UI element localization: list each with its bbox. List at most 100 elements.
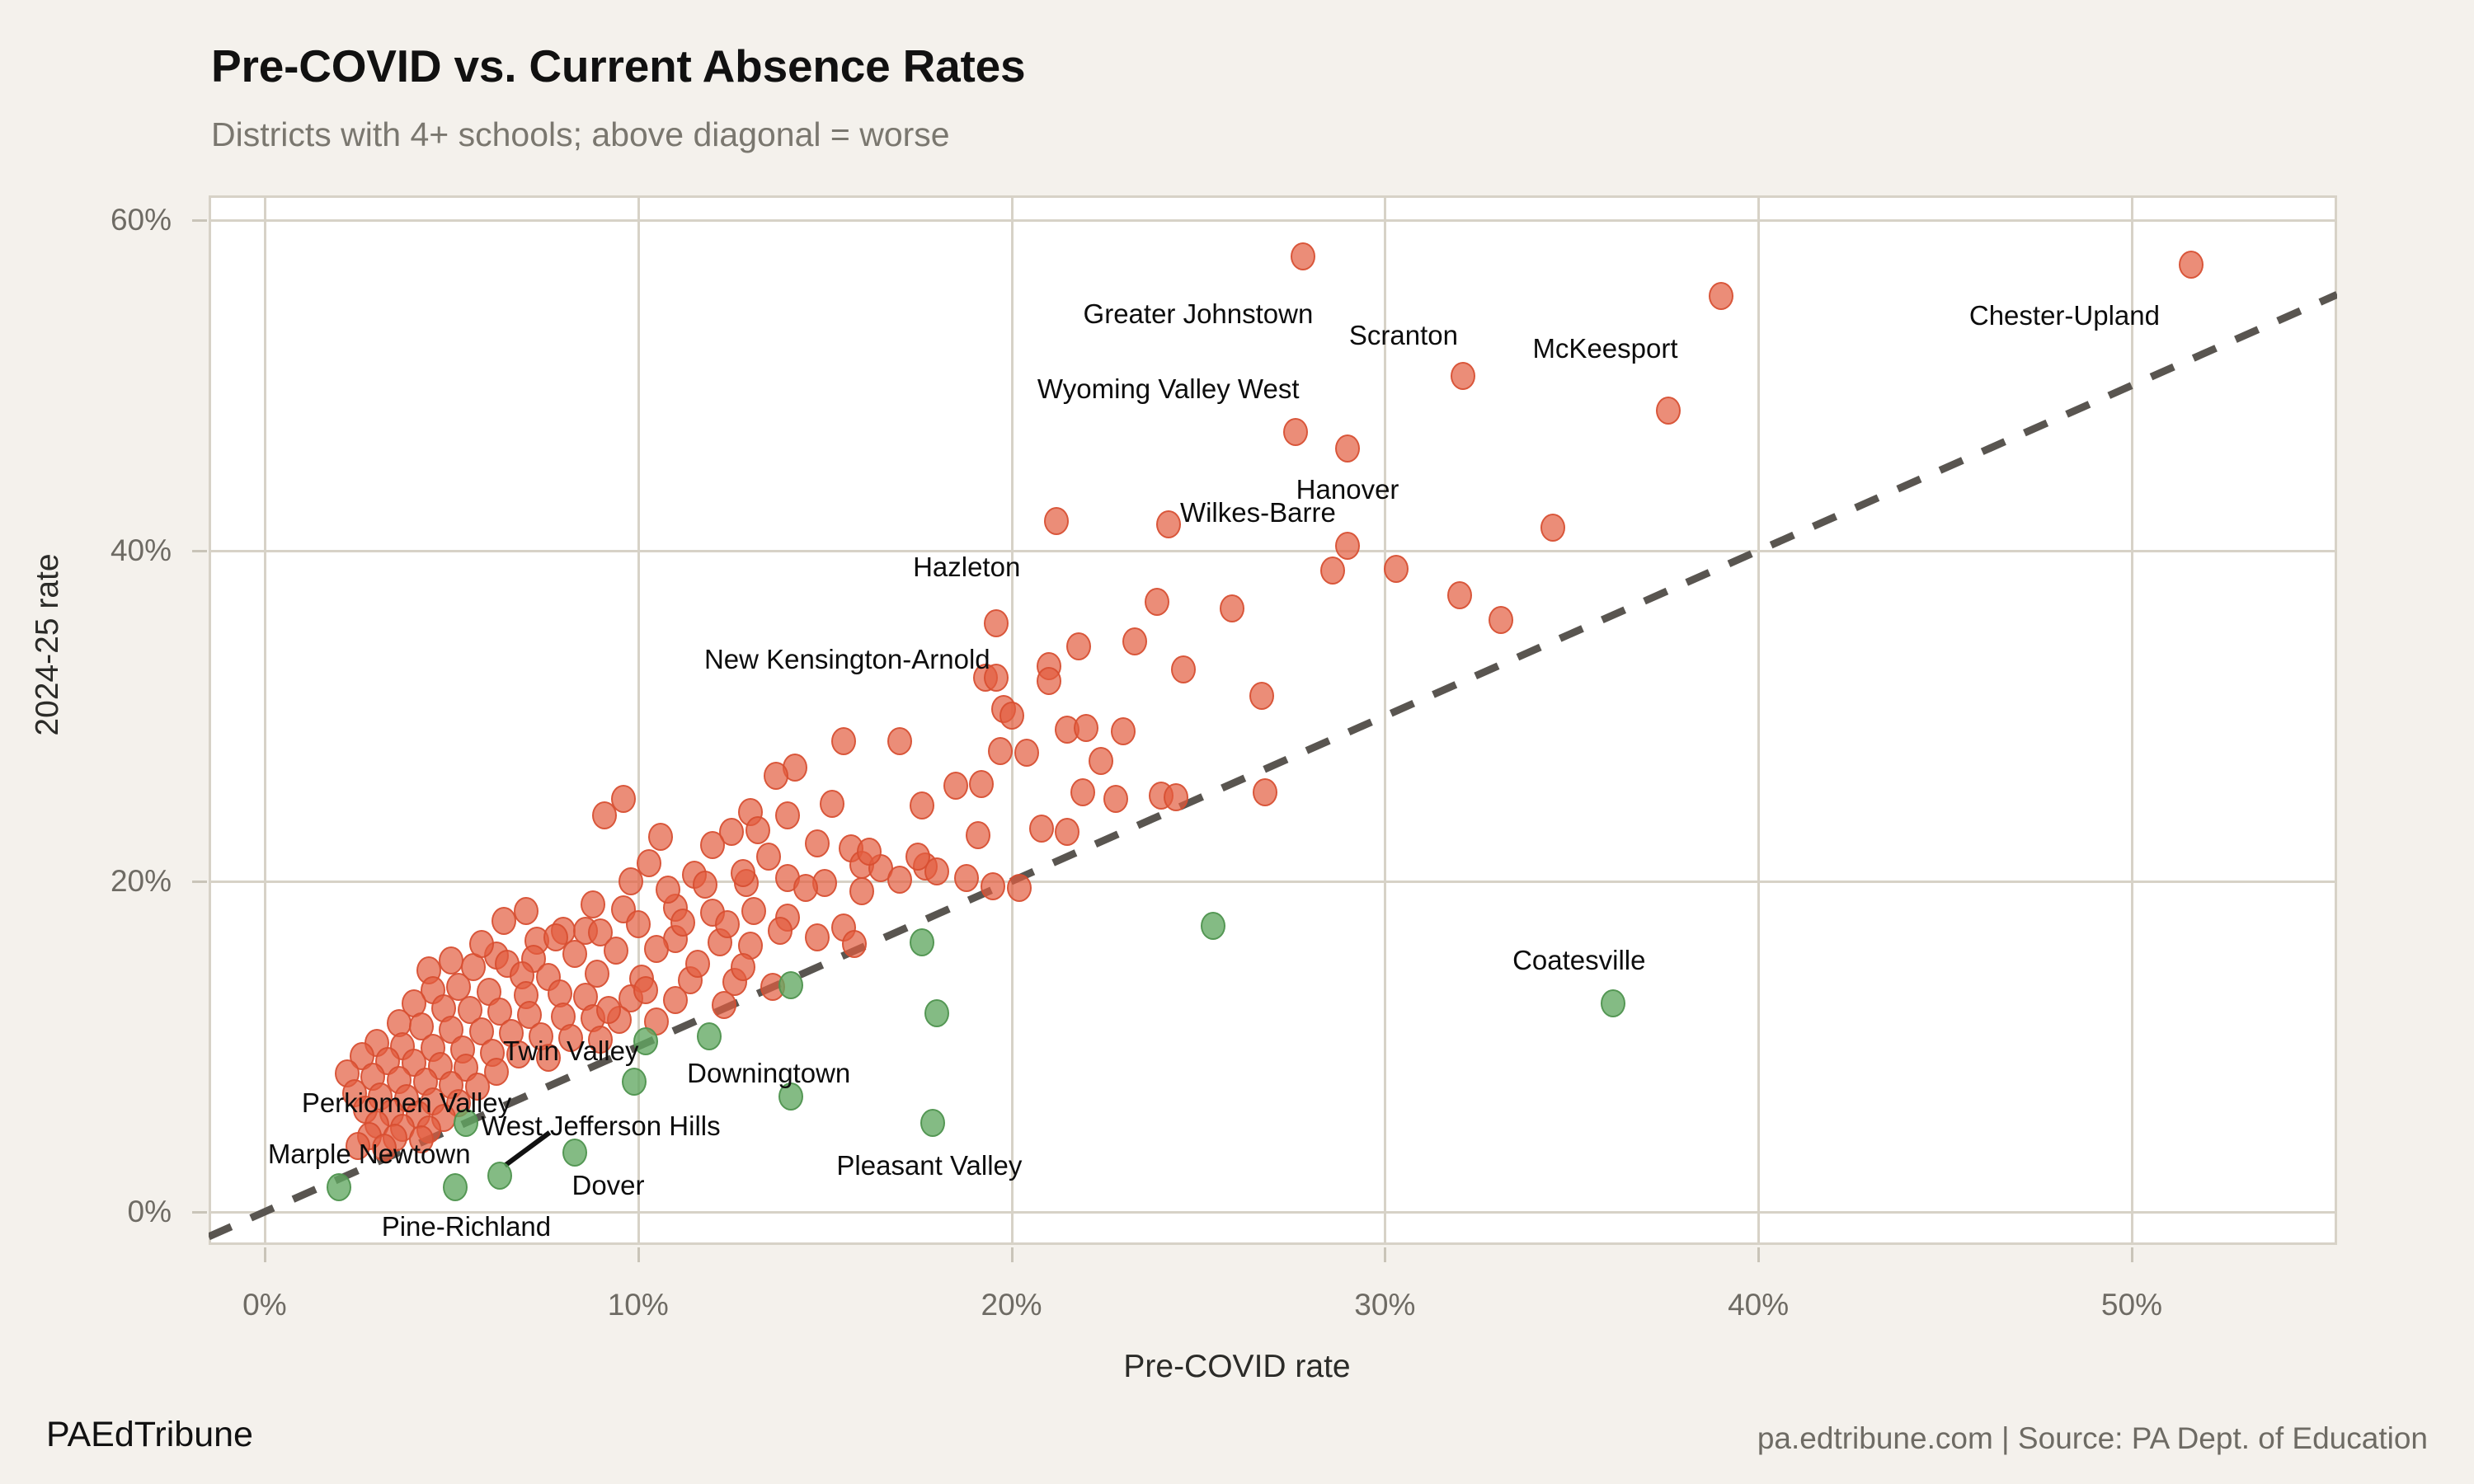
scatter-point-worse[interactable]: [987, 736, 1013, 765]
scatter-point-worse[interactable]: [588, 1026, 614, 1054]
scatter-point-worse[interactable]: [371, 1133, 397, 1162]
scatter-point-worse[interactable]: [1145, 588, 1170, 617]
scatter-point-worse[interactable]: [980, 871, 1005, 900]
scatter-point-worse[interactable]: [969, 769, 995, 798]
scatter-point-worse[interactable]: [805, 829, 830, 857]
scatter-point-better[interactable]: [778, 1082, 804, 1111]
scatter-point-worse[interactable]: [700, 830, 726, 859]
scatter-point-worse[interactable]: [346, 1131, 371, 1160]
scatter-point-worse[interactable]: [849, 876, 875, 905]
scatter-point-worse[interactable]: [954, 863, 980, 892]
scatter-point-worse[interactable]: [595, 996, 621, 1025]
scatter-point-worse[interactable]: [513, 897, 539, 926]
scatter-point-worse[interactable]: [767, 917, 793, 946]
scatter-point-worse[interactable]: [491, 907, 516, 936]
scatter-point-worse[interactable]: [984, 609, 1009, 638]
scatter-point-worse[interactable]: [1103, 784, 1129, 813]
scatter-point-worse[interactable]: [637, 848, 662, 877]
scatter-point-better[interactable]: [920, 1108, 946, 1137]
scatter-point-worse[interactable]: [905, 842, 931, 871]
scatter-point-better[interactable]: [778, 971, 804, 1000]
scatter-point-worse[interactable]: [1451, 361, 1476, 390]
scatter-point-worse[interactable]: [793, 873, 819, 902]
scatter-point-worse[interactable]: [1043, 506, 1069, 535]
scatter-point-worse[interactable]: [2179, 251, 2204, 279]
scatter-point-worse[interactable]: [887, 726, 912, 755]
scatter-point-worse[interactable]: [715, 910, 741, 939]
scatter-point-worse[interactable]: [536, 1044, 562, 1073]
scatter-point-worse[interactable]: [1446, 581, 1472, 610]
scatter-point-worse[interactable]: [1708, 282, 1733, 311]
scatter-point-worse[interactable]: [1036, 667, 1061, 696]
scatter-point-worse[interactable]: [685, 950, 711, 979]
scatter-point-worse[interactable]: [745, 815, 770, 844]
scatter-point-better[interactable]: [562, 1138, 587, 1167]
scatter-point-better[interactable]: [633, 1027, 658, 1056]
scatter-point-worse[interactable]: [439, 946, 464, 975]
scatter-point-worse[interactable]: [1335, 532, 1361, 560]
scatter-point-worse[interactable]: [1249, 682, 1274, 711]
scatter-point-better[interactable]: [909, 928, 934, 957]
scatter-point-worse[interactable]: [693, 870, 718, 899]
scatter-point-worse[interactable]: [1066, 632, 1092, 661]
scatter-point-worse[interactable]: [506, 1040, 531, 1069]
scatter-point-worse[interactable]: [887, 865, 912, 894]
scatter-point-worse[interactable]: [647, 822, 673, 851]
scatter-point-better[interactable]: [622, 1067, 647, 1096]
scatter-point-worse[interactable]: [1383, 555, 1409, 584]
scatter-point-worse[interactable]: [1006, 873, 1032, 902]
scatter-point-worse[interactable]: [1074, 713, 1099, 742]
scatter-point-worse[interactable]: [1253, 777, 1278, 806]
scatter-point-worse[interactable]: [711, 991, 736, 1020]
scatter-point-better[interactable]: [1600, 989, 1625, 1018]
scatter-point-worse[interactable]: [830, 726, 856, 755]
scatter-point-worse[interactable]: [1055, 817, 1080, 846]
scatter-point-worse[interactable]: [1028, 814, 1054, 843]
scatter-point-worse[interactable]: [774, 801, 800, 829]
scatter-point-worse[interactable]: [633, 976, 658, 1005]
scatter-point-worse[interactable]: [584, 960, 609, 989]
scatter-point-worse[interactable]: [663, 986, 688, 1015]
scatter-point-worse[interactable]: [842, 930, 868, 959]
scatter-point-better[interactable]: [442, 1172, 468, 1201]
scatter-point-worse[interactable]: [409, 1125, 435, 1153]
scatter-point-worse[interactable]: [730, 858, 755, 887]
scatter-point-worse[interactable]: [1111, 716, 1136, 745]
scatter-point-worse[interactable]: [1335, 434, 1361, 463]
scatter-point-worse[interactable]: [1122, 627, 1147, 656]
scatter-point-worse[interactable]: [1014, 738, 1039, 767]
scatter-point-worse[interactable]: [1319, 556, 1345, 585]
scatter-point-worse[interactable]: [644, 935, 670, 964]
scatter-point-worse[interactable]: [999, 702, 1024, 730]
scatter-point-worse[interactable]: [730, 953, 755, 982]
scatter-point-worse[interactable]: [857, 837, 882, 866]
scatter-point-better[interactable]: [696, 1022, 722, 1051]
scatter-point-worse[interactable]: [756, 842, 782, 871]
scatter-point-better[interactable]: [327, 1172, 352, 1201]
scatter-point-worse[interactable]: [909, 791, 934, 819]
scatter-point-worse[interactable]: [581, 890, 606, 919]
scatter-point-better[interactable]: [924, 999, 949, 1028]
scatter-point-worse[interactable]: [820, 789, 845, 818]
scatter-point-worse[interactable]: [1282, 417, 1308, 446]
scatter-point-worse[interactable]: [1540, 513, 1566, 542]
scatter-point-worse[interactable]: [625, 910, 651, 939]
scatter-point-worse[interactable]: [1170, 655, 1196, 684]
scatter-point-worse[interactable]: [1656, 396, 1681, 425]
scatter-point-worse[interactable]: [603, 937, 628, 965]
scatter-point-better[interactable]: [487, 1161, 513, 1190]
scatter-point-worse[interactable]: [805, 923, 830, 952]
scatter-point-worse[interactable]: [1155, 510, 1181, 538]
scatter-point-worse[interactable]: [1488, 606, 1513, 635]
scatter-point-worse[interactable]: [1290, 242, 1315, 271]
scatter-point-worse[interactable]: [741, 897, 767, 926]
scatter-point-worse[interactable]: [1163, 782, 1188, 811]
scatter-point-worse[interactable]: [1070, 777, 1095, 806]
scatter-point-worse[interactable]: [1089, 746, 1114, 775]
scatter-point-worse[interactable]: [965, 820, 990, 849]
scatter-point-worse[interactable]: [764, 761, 789, 790]
scatter-point-worse[interactable]: [618, 866, 643, 895]
scatter-point-worse[interactable]: [984, 664, 1009, 693]
scatter-point-worse[interactable]: [718, 817, 744, 846]
scatter-point-better[interactable]: [1201, 912, 1226, 941]
